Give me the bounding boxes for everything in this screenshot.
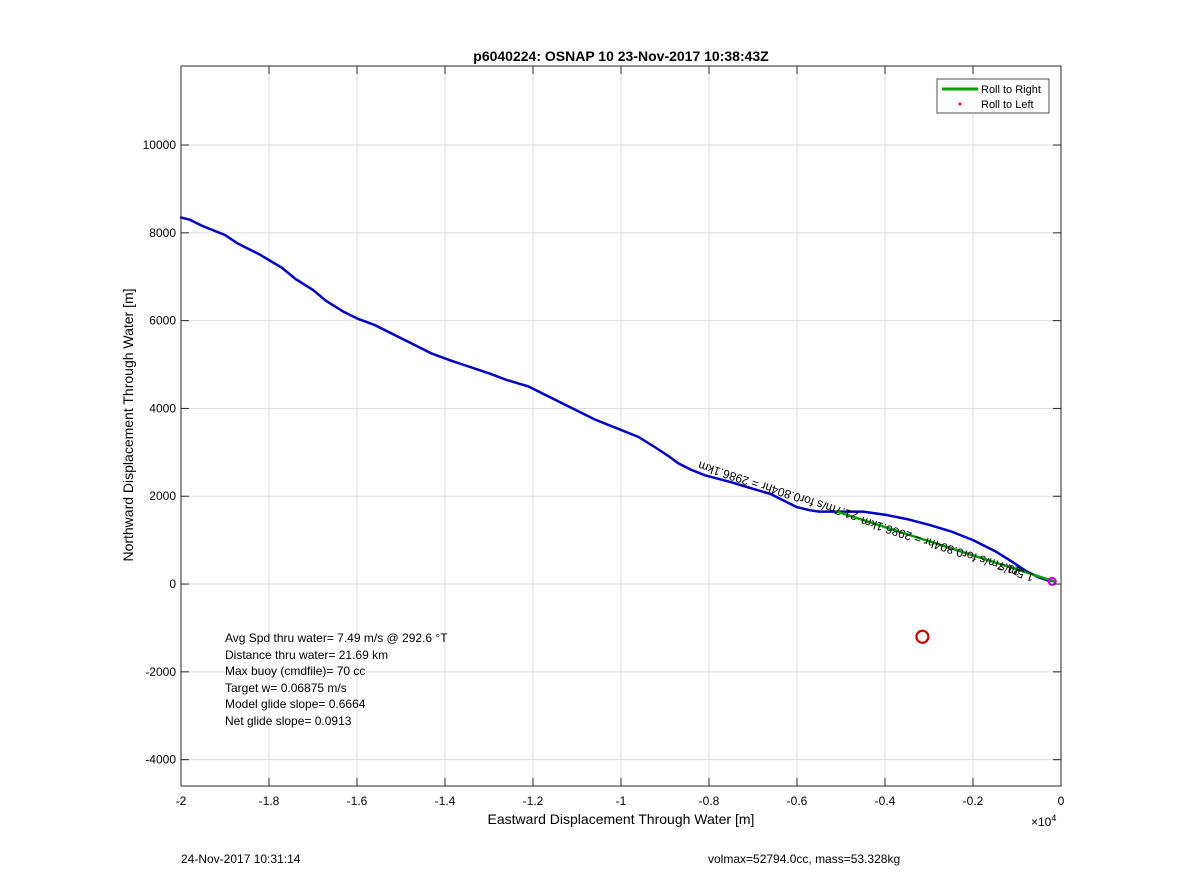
position-marker xyxy=(1047,576,1057,587)
x-tick-label: -0.2 xyxy=(963,794,984,808)
y-axis-label: Northward Displacement Through Water [m] xyxy=(120,288,136,561)
y-tick-label: 2000 xyxy=(149,489,176,503)
x-axis-label: Eastward Displacement Through Water [m] xyxy=(488,811,755,827)
series-line-0 xyxy=(179,216,1056,583)
position-marker xyxy=(915,629,930,644)
stats-box: Avg Spd thru water= 7.49 m/s @ 292.6 °T … xyxy=(225,631,448,728)
legend-swatch-roll-left xyxy=(958,102,962,106)
x-exponent-base: ×10 xyxy=(1031,815,1052,829)
y-tick-label: 6000 xyxy=(149,314,176,328)
stat-line: Net glide slope= 0.0913 xyxy=(225,714,352,728)
x-tick-label: -0.6 xyxy=(787,794,808,808)
y-tick-label: -4000 xyxy=(145,753,176,767)
x-exponent: ×104 xyxy=(1031,813,1056,829)
legend-box xyxy=(936,78,1050,114)
y-tick-label: -2000 xyxy=(145,665,176,679)
legend-label-roll-right: Roll to Right xyxy=(981,84,1041,96)
x-tick-label: -1 xyxy=(616,794,627,808)
chart-title: p6040224: OSNAP 10 23-Nov-2017 10:38:43Z xyxy=(473,48,769,64)
stat-line: Distance thru water= 21.69 km xyxy=(225,648,388,662)
stat-line: Target w= 0.06875 m/s xyxy=(225,681,347,695)
x-tick-label: -2 xyxy=(176,794,187,808)
stat-line: Avg Spd thru water= 7.49 m/s @ 292.6 °T xyxy=(225,631,448,645)
x-tick-label: 0 xyxy=(1058,794,1065,808)
footer-mass-info: volmax=52794.0cc, mass=53.328kg xyxy=(708,852,901,866)
x-tick-label: -1.4 xyxy=(435,794,456,808)
stat-line: Model glide slope= 0.6664 xyxy=(225,697,366,711)
stat-line: Max buoy (cmdfile)= 70 cc xyxy=(225,664,365,678)
x-exponent-power: 4 xyxy=(1051,813,1056,823)
legend-label-roll-left: Roll to Left xyxy=(981,99,1034,111)
y-tick-label: 0 xyxy=(169,577,176,591)
x-tick-label: -0.4 xyxy=(875,794,896,808)
x-tick-label: -1.2 xyxy=(523,794,544,808)
y-tick-label: 10000 xyxy=(143,138,177,152)
legend: Roll to Right Roll to Left xyxy=(936,78,1050,114)
x-tick-label: -0.8 xyxy=(699,794,720,808)
x-tick-label: -1.8 xyxy=(259,794,280,808)
svg-text:×104: ×104 xyxy=(1031,813,1056,829)
series-line-1 xyxy=(835,510,1056,583)
y-tick-label: 4000 xyxy=(149,401,176,415)
y-tick-label: 8000 xyxy=(149,226,176,240)
footer-timestamp: 24-Nov-2017 10:31:14 xyxy=(181,852,301,866)
x-tick-label: -1.6 xyxy=(347,794,368,808)
